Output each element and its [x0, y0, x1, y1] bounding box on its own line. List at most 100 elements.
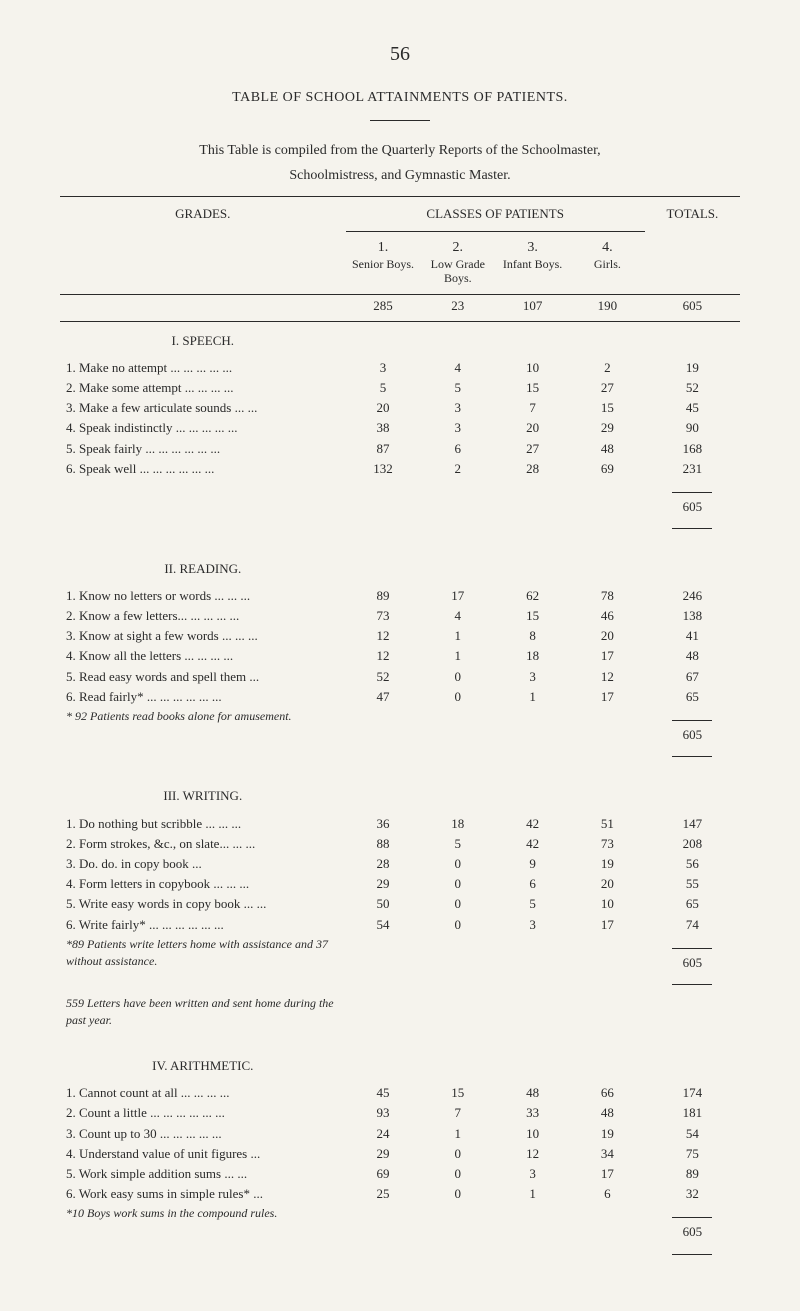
- section-subtotal: 605: [645, 707, 740, 764]
- cell-value: 8: [495, 626, 570, 646]
- table-row: 3. Do. do. in copy book ...28091956: [60, 854, 740, 874]
- cell-value: 55: [645, 874, 740, 894]
- cell-value: 17: [420, 586, 495, 606]
- classes-header: CLASSES OF PATIENTS: [346, 196, 645, 231]
- cell-value: 93: [346, 1103, 421, 1123]
- cell-value: 5: [495, 894, 570, 914]
- row-label: 2. Form strokes, &c., on slate... ... ..…: [60, 834, 346, 854]
- cell-value: 42: [495, 834, 570, 854]
- cell-value: 3: [420, 398, 495, 418]
- table-row: 5. Read easy words and spell them ...520…: [60, 667, 740, 687]
- cell-value: 27: [495, 439, 570, 459]
- cell-value: 4: [420, 358, 495, 378]
- col2-header: 2. Low Grade Boys.: [420, 231, 495, 294]
- subtitle-line-1: This Table is compiled from the Quarterl…: [60, 141, 740, 161]
- cell-value: 0: [420, 915, 495, 935]
- section-subtotal: 605: [645, 479, 740, 536]
- count-total: 605: [645, 294, 740, 321]
- cell-value: 54: [645, 1124, 740, 1144]
- cell-value: 62: [495, 586, 570, 606]
- cell-value: 15: [495, 606, 570, 626]
- cell-value: 2: [420, 459, 495, 479]
- row-label: 6. Speak well ... ... ... ... ... ...: [60, 459, 346, 479]
- table-row: 3. Count up to 30 ... ... ... ... ...241…: [60, 1124, 740, 1144]
- cell-value: 2: [570, 358, 645, 378]
- section-header: II. READING.: [60, 546, 346, 586]
- cell-value: 65: [645, 687, 740, 707]
- cell-value: 19: [570, 854, 645, 874]
- cell-value: 12: [495, 1144, 570, 1164]
- col3-header: 3. Infant Boys.: [495, 231, 570, 294]
- cell-value: 15: [570, 398, 645, 418]
- count-c4: 190: [570, 294, 645, 321]
- row-label: 1. Cannot count at all ... ... ... ...: [60, 1083, 346, 1103]
- cell-value: 18: [495, 646, 570, 666]
- cell-value: 48: [495, 1083, 570, 1103]
- table-row: 5. Work simple addition sums ... ...6903…: [60, 1164, 740, 1184]
- row-label: 3. Count up to 30 ... ... ... ... ...: [60, 1124, 346, 1144]
- cell-value: 6: [495, 874, 570, 894]
- cell-value: 1: [495, 687, 570, 707]
- cell-value: 10: [495, 358, 570, 378]
- cell-value: 45: [645, 398, 740, 418]
- cell-value: 15: [495, 378, 570, 398]
- cell-value: 7: [495, 398, 570, 418]
- cell-value: 69: [570, 459, 645, 479]
- cell-value: 1: [420, 1124, 495, 1144]
- row-label: 4. Know all the letters ... ... ... ...: [60, 646, 346, 666]
- cell-value: 89: [346, 586, 421, 606]
- row-label: 3. Make a few articulate sounds ... ...: [60, 398, 346, 418]
- cell-value: 48: [570, 439, 645, 459]
- table-row: 1. Make no attempt ... ... ... ... ...34…: [60, 358, 740, 378]
- cell-value: 17: [570, 915, 645, 935]
- cell-value: 73: [570, 834, 645, 854]
- cell-value: 48: [645, 646, 740, 666]
- row-label: 4. Form letters in copybook ... ... ...: [60, 874, 346, 894]
- cell-value: 6: [420, 439, 495, 459]
- row-label: 1. Make no attempt ... ... ... ... ...: [60, 358, 346, 378]
- col3-num: 3.: [501, 240, 564, 257]
- cell-value: 5: [346, 378, 421, 398]
- cell-value: 3: [495, 1164, 570, 1184]
- row-label: 3. Do. do. in copy book ...: [60, 854, 346, 874]
- cell-value: 88: [346, 834, 421, 854]
- cell-value: 19: [570, 1124, 645, 1144]
- table-row: 5. Write easy words in copy book ... ...…: [60, 894, 740, 914]
- section-header: III. WRITING.: [60, 773, 346, 813]
- row-label: 6. Work easy sums in simple rules* ...: [60, 1184, 346, 1204]
- row-label: 4. Speak indistinctly ... ... ... ... ..…: [60, 418, 346, 438]
- cell-value: 12: [346, 646, 421, 666]
- row-label: 1. Do nothing but scribble ... ... ...: [60, 814, 346, 834]
- grades-header: GRADES.: [60, 196, 346, 294]
- cell-value: 168: [645, 439, 740, 459]
- cell-value: 3: [346, 358, 421, 378]
- cell-value: 15: [420, 1083, 495, 1103]
- cell-value: 1: [420, 626, 495, 646]
- cell-value: 29: [346, 874, 421, 894]
- cell-value: 0: [420, 1184, 495, 1204]
- cell-value: 4: [420, 606, 495, 626]
- table-row: 4. Know all the letters ... ... ... ...1…: [60, 646, 740, 666]
- cell-value: 6: [570, 1184, 645, 1204]
- table-row: 6. Read fairly* ... ... ... ... ... ...4…: [60, 687, 740, 707]
- cell-value: 17: [570, 646, 645, 666]
- table-row: 2. Know a few letters... ... ... ... ...…: [60, 606, 740, 626]
- cell-value: 10: [495, 1124, 570, 1144]
- cell-value: 29: [570, 418, 645, 438]
- col4-header: 4. Girls.: [570, 231, 645, 294]
- cell-value: 3: [495, 915, 570, 935]
- col2-num: 2.: [426, 240, 489, 257]
- row-label: 6. Write fairly* ... ... ... ... ... ...: [60, 915, 346, 935]
- table-row: 6. Work easy sums in simple rules* ...25…: [60, 1184, 740, 1204]
- cell-value: 67: [645, 667, 740, 687]
- row-label: 2. Count a little ... ... ... ... ... ..…: [60, 1103, 346, 1123]
- row-label: 4. Understand value of unit figures ...: [60, 1144, 346, 1164]
- col1-num: 1.: [352, 240, 415, 257]
- cell-value: 50: [346, 894, 421, 914]
- row-label: 2. Make some attempt ... ... ... ...: [60, 378, 346, 398]
- cell-value: 19: [645, 358, 740, 378]
- cell-value: 74: [645, 915, 740, 935]
- table-row: 2. Form strokes, &c., on slate... ... ..…: [60, 834, 740, 854]
- cell-value: 51: [570, 814, 645, 834]
- cell-value: 34: [570, 1144, 645, 1164]
